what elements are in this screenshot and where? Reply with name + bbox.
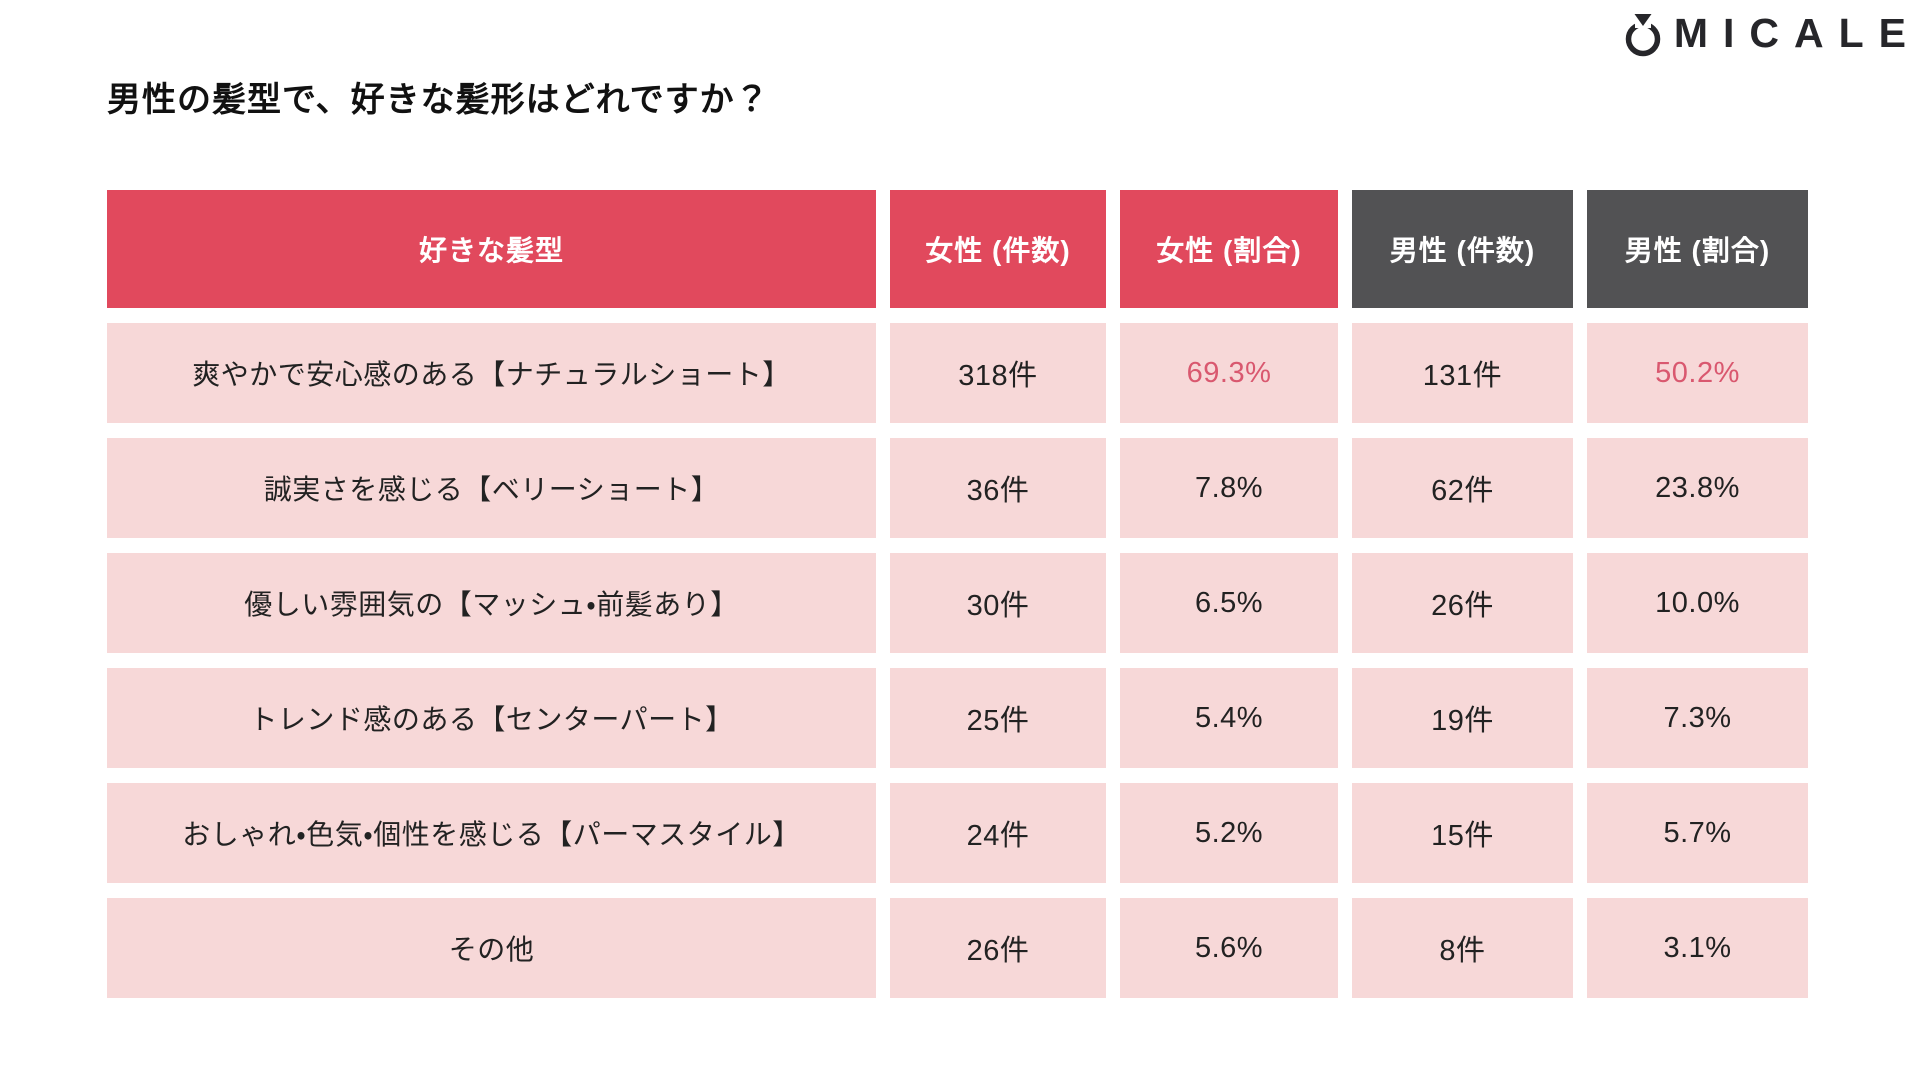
female-count-value: 36件 bbox=[890, 438, 1106, 538]
header-male-percent: 男性 (割合) bbox=[1587, 190, 1808, 308]
brand-wordmark: MICALE bbox=[1673, 9, 1920, 56]
row-label: トレンド感のある【センターパート】 bbox=[107, 668, 876, 768]
page-title: 男性の髪型で、好きな髪形はどれですか？ bbox=[107, 81, 770, 119]
male-count-value: 8件 bbox=[1352, 898, 1573, 998]
female-count-value: 30件 bbox=[890, 553, 1106, 653]
row-label: 誠実さを感じる【ベリーショート】 bbox=[107, 438, 876, 538]
row-label: その他 bbox=[107, 898, 876, 998]
row-label: 優しい雰囲気の【マッシュ・前髪あり】 bbox=[107, 553, 876, 653]
male-count-value: 26件 bbox=[1352, 553, 1573, 653]
header-male-count: 男性 (件数) bbox=[1352, 190, 1573, 308]
male-percent-value: 5.7% bbox=[1587, 783, 1808, 883]
female-percent-value: 6.5% bbox=[1120, 553, 1338, 653]
male-percent-value: 23.8% bbox=[1587, 438, 1808, 538]
female-percent-value: 7.8% bbox=[1120, 438, 1338, 538]
male-count-value: 19件 bbox=[1352, 668, 1573, 768]
header-female-count: 女性 (件数) bbox=[890, 190, 1106, 308]
male-percent-value: 10.0% bbox=[1587, 553, 1808, 653]
female-count-value: 26件 bbox=[890, 898, 1106, 998]
female-percent-value: 5.2% bbox=[1120, 783, 1338, 883]
ring-diamond-icon bbox=[1625, 14, 1661, 57]
male-percent-value: 7.3% bbox=[1587, 668, 1808, 768]
female-percent-value: 69.3% bbox=[1120, 323, 1338, 423]
header-hairstyle: 好きな髪型 bbox=[107, 190, 876, 308]
male-count-value: 15件 bbox=[1352, 783, 1573, 883]
female-count-value: 24件 bbox=[890, 783, 1106, 883]
female-count-value: 25件 bbox=[890, 668, 1106, 768]
female-percent-value: 5.4% bbox=[1120, 668, 1338, 768]
female-count-value: 318件 bbox=[890, 323, 1106, 423]
row-label: 爽やかで安心感のある【ナチュラルショート】 bbox=[107, 323, 876, 423]
male-percent-value: 3.1% bbox=[1587, 898, 1808, 998]
male-count-value: 62件 bbox=[1352, 438, 1573, 538]
male-percent-value: 50.2% bbox=[1587, 323, 1808, 423]
survey-table: 好きな髪型 女性 (件数) 女性 (割合) 男性 (件数) 男性 (割合) 爽や… bbox=[107, 190, 1808, 998]
male-count-value: 131件 bbox=[1352, 323, 1573, 423]
header-female-percent: 女性 (割合) bbox=[1120, 190, 1338, 308]
brand-logo: MICALE bbox=[1620, 8, 1906, 58]
row-label: おしゃれ・色気・個性を感じる【パーマスタイル】 bbox=[107, 783, 876, 883]
female-percent-value: 5.6% bbox=[1120, 898, 1338, 998]
